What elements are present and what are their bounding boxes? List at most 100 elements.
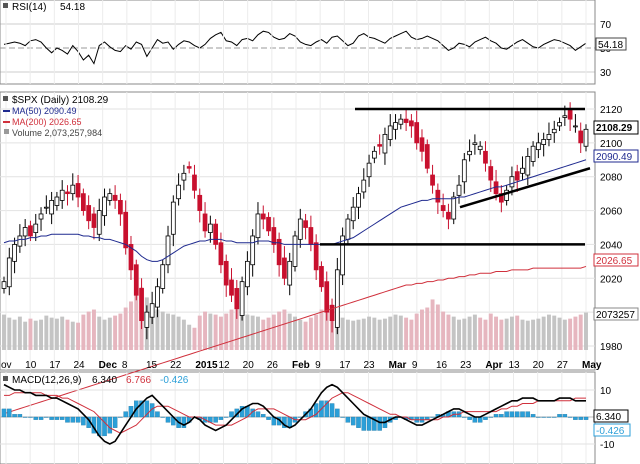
volume-bar bbox=[552, 315, 557, 350]
volume-bar bbox=[28, 318, 33, 350]
candle-body bbox=[319, 266, 324, 288]
volume-legend-label: Volume 2,073,257,984 bbox=[12, 128, 102, 138]
volume-bar bbox=[245, 314, 250, 350]
volume-bar bbox=[494, 316, 499, 350]
macd-histogram-bar bbox=[22, 416, 28, 418]
candle-body bbox=[414, 122, 420, 144]
candle-body bbox=[451, 196, 457, 220]
candle-body bbox=[578, 130, 584, 144]
macd-histogram-bar bbox=[155, 411, 160, 418]
candle-body bbox=[160, 264, 166, 289]
candle-body bbox=[340, 235, 345, 276]
candle-body bbox=[562, 115, 568, 118]
macd-histogram-bar bbox=[324, 400, 329, 418]
macd-tick-label: -10 bbox=[600, 440, 615, 451]
volume-bar bbox=[155, 309, 160, 350]
volume-bar bbox=[409, 319, 414, 350]
volume-bar bbox=[515, 315, 520, 350]
volume-bar bbox=[488, 313, 493, 350]
volume-bar bbox=[86, 311, 91, 350]
candle-body bbox=[350, 206, 356, 222]
macd-histogram-bar bbox=[356, 416, 361, 428]
candle-body bbox=[239, 281, 245, 316]
macd-badge: 6.340 bbox=[596, 412, 621, 423]
macd-histogram-bar bbox=[541, 416, 546, 418]
volume-bar bbox=[17, 316, 22, 350]
candle-body bbox=[551, 128, 557, 134]
volume-bar bbox=[44, 315, 49, 350]
x-axis-label: 12 bbox=[219, 360, 231, 371]
price-tick-label: 2040 bbox=[600, 240, 623, 251]
candle-body bbox=[96, 210, 102, 235]
macd-line bbox=[3, 383, 586, 445]
x-axis-label: 20 bbox=[243, 360, 255, 371]
macd-histogram-bar bbox=[573, 416, 578, 420]
candle-body bbox=[202, 213, 208, 232]
x-axis-label: Apr bbox=[485, 360, 502, 371]
x-axis-label: 26 bbox=[267, 360, 279, 371]
macd-signal-value: 6.766 bbox=[126, 375, 151, 386]
volume-bar bbox=[134, 294, 139, 350]
volume-badge: 2073257 bbox=[596, 310, 635, 321]
macd-histogram-bar bbox=[488, 416, 494, 418]
ma50-badge: 2090.49 bbox=[596, 152, 633, 163]
macd-histogram-bar bbox=[223, 416, 229, 418]
candle-body bbox=[356, 193, 361, 208]
last-price-badge: 2108.29 bbox=[596, 123, 633, 134]
volume-bar bbox=[420, 309, 424, 350]
candle-body bbox=[33, 223, 39, 233]
candle-body bbox=[345, 218, 351, 240]
macd-histogram-bar bbox=[467, 416, 472, 420]
candle-body bbox=[223, 260, 229, 286]
macd-histogram-bar bbox=[462, 416, 467, 418]
volume-bar bbox=[293, 316, 297, 350]
candle-body bbox=[54, 196, 60, 206]
candle-body bbox=[430, 174, 435, 186]
x-axis-label: May bbox=[582, 360, 602, 371]
candle-body bbox=[403, 118, 409, 123]
volume-bar bbox=[171, 314, 176, 350]
candle-body bbox=[398, 118, 404, 125]
x-axis-label: Dec bbox=[99, 360, 118, 371]
volume-bar bbox=[282, 309, 287, 350]
candle-body bbox=[409, 120, 414, 127]
macd-histogram-bar bbox=[329, 403, 335, 418]
volume-bar bbox=[113, 315, 118, 350]
rsi-tick-label: 30 bbox=[600, 68, 612, 79]
candle-body bbox=[165, 235, 171, 266]
volume-bar bbox=[573, 316, 578, 350]
x-axis-label: Mar bbox=[389, 360, 407, 371]
volume-bar bbox=[176, 316, 181, 350]
candle-body bbox=[149, 303, 155, 318]
candle-body bbox=[229, 279, 234, 296]
x-axis-label: ov bbox=[1, 360, 12, 371]
volume-bar bbox=[404, 317, 409, 350]
candle-body bbox=[22, 227, 28, 237]
x-axis-label: 16 bbox=[436, 360, 448, 371]
price-symbol-label: $SPX (Daily) 2108.29 bbox=[12, 95, 109, 106]
x-axis-label: 22 bbox=[170, 360, 182, 371]
macd-histogram-bar bbox=[118, 416, 123, 418]
candle-body bbox=[435, 189, 441, 203]
macd-histogram-bar bbox=[504, 411, 509, 418]
macd-histogram-bar bbox=[255, 411, 261, 418]
candle-body bbox=[308, 227, 314, 245]
candle-body bbox=[234, 288, 240, 310]
candle-body bbox=[504, 189, 510, 201]
candle-body bbox=[282, 257, 287, 279]
candle-body bbox=[573, 125, 578, 128]
ma50-legend-label: MA(50) 2090.49 bbox=[12, 106, 77, 116]
candle-body bbox=[546, 133, 552, 140]
macd-histogram-bar bbox=[213, 416, 218, 423]
volume-bar bbox=[340, 317, 345, 350]
volume-bar bbox=[234, 307, 239, 350]
volume-bar bbox=[187, 324, 192, 350]
volume-bar bbox=[430, 299, 435, 350]
candle-body bbox=[250, 235, 256, 266]
volume-bar bbox=[129, 301, 133, 350]
candle-body bbox=[393, 122, 398, 130]
macd-histogram-bar bbox=[335, 408, 340, 418]
macd-histogram-bar bbox=[7, 408, 12, 418]
rsi-legend: RSI(14) 54.18 bbox=[3, 2, 85, 13]
